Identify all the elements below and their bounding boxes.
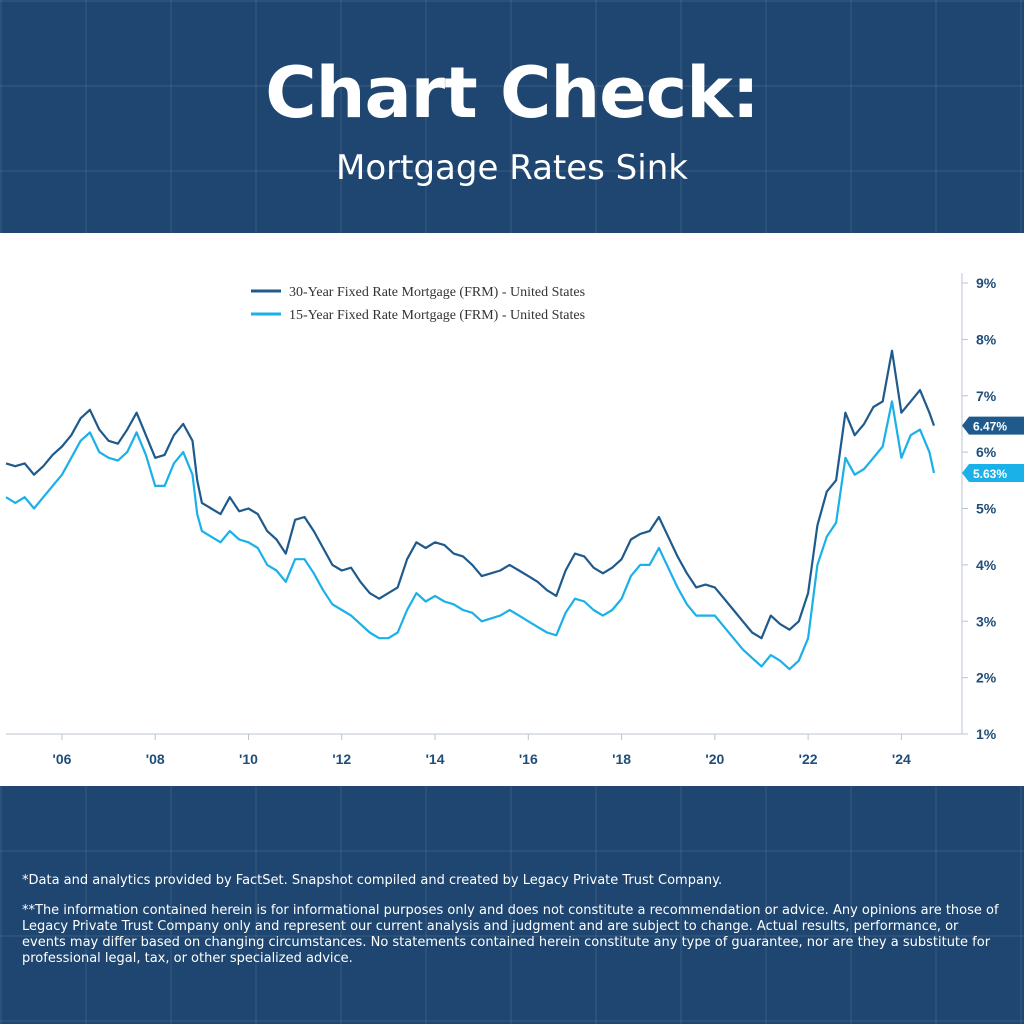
legend-item-30yr: 30-Year Fixed Rate Mortgage (FRM) - Unit…	[251, 285, 585, 300]
x-tick-label: '10	[239, 751, 258, 767]
y-tick-label: 1%	[976, 726, 997, 742]
disclaimer-note: **The information contained herein is fo…	[22, 903, 999, 966]
footer: *Data and analytics provided by FactSet.…	[22, 873, 1006, 981]
data-source-note: *Data and analytics provided by FactSet.…	[22, 873, 723, 888]
y-tick-label: 8%	[976, 331, 997, 347]
y-tick-label: 7%	[976, 388, 997, 404]
y-tick-label: 3%	[976, 613, 997, 629]
header: Chart Check: Mortgage Rates Sink	[0, 0, 1024, 232]
x-tick-label: '08	[146, 751, 165, 767]
end-value-label: 5.63%	[973, 467, 1007, 481]
x-tick-label: '20	[705, 751, 724, 767]
y-tick-label: 4%	[976, 557, 997, 573]
x-tick-label: '12	[332, 751, 351, 767]
end-value-tag-bg	[962, 416, 1024, 435]
chart-panel: 1% 2% 3% 4% 5% 6% 7% 8% 9% '06 '08 '10 '12 '14 '16 '18 '…	[0, 233, 1024, 786]
x-tick-label: '24	[892, 751, 911, 767]
x-tick-label: '16	[519, 751, 538, 767]
end-value-tag-30yr: 6.47%	[962, 416, 1024, 435]
legend-item-15yr: 15-Year Fixed Rate Mortgage (FRM) - Unit…	[251, 308, 585, 323]
series-line-15yr	[5, 400, 936, 671]
y-tick-label: 2%	[976, 670, 997, 686]
x-tick-label: '22	[799, 751, 818, 767]
x-tick-label: '06	[53, 751, 72, 767]
line-chart: 1% 2% 3% 4% 5% 6% 7% 8% 9% '06 '08 '10 '12 '14 '16 '18 '…	[5, 273, 1024, 767]
x-tick-label: '18	[612, 751, 631, 767]
x-tick-label: '14	[426, 751, 445, 767]
page-title: Chart Check:	[265, 52, 760, 134]
y-tick-label: 5%	[976, 501, 997, 517]
legend-label: 30-Year Fixed Rate Mortgage (FRM) - Unit…	[289, 285, 585, 300]
y-tick-label: 6%	[976, 444, 997, 460]
page-subtitle: Mortgage Rates Sink	[336, 148, 688, 188]
legend-label: 15-Year Fixed Rate Mortgage (FRM) - Unit…	[289, 308, 585, 323]
end-value-tag-15yr: 5.63%	[962, 463, 1024, 482]
end-value-tag-bg	[962, 463, 1024, 482]
end-value-label: 6.47%	[973, 420, 1007, 434]
y-tick-label: 9%	[976, 275, 997, 291]
series-line-30yr	[5, 349, 936, 640]
